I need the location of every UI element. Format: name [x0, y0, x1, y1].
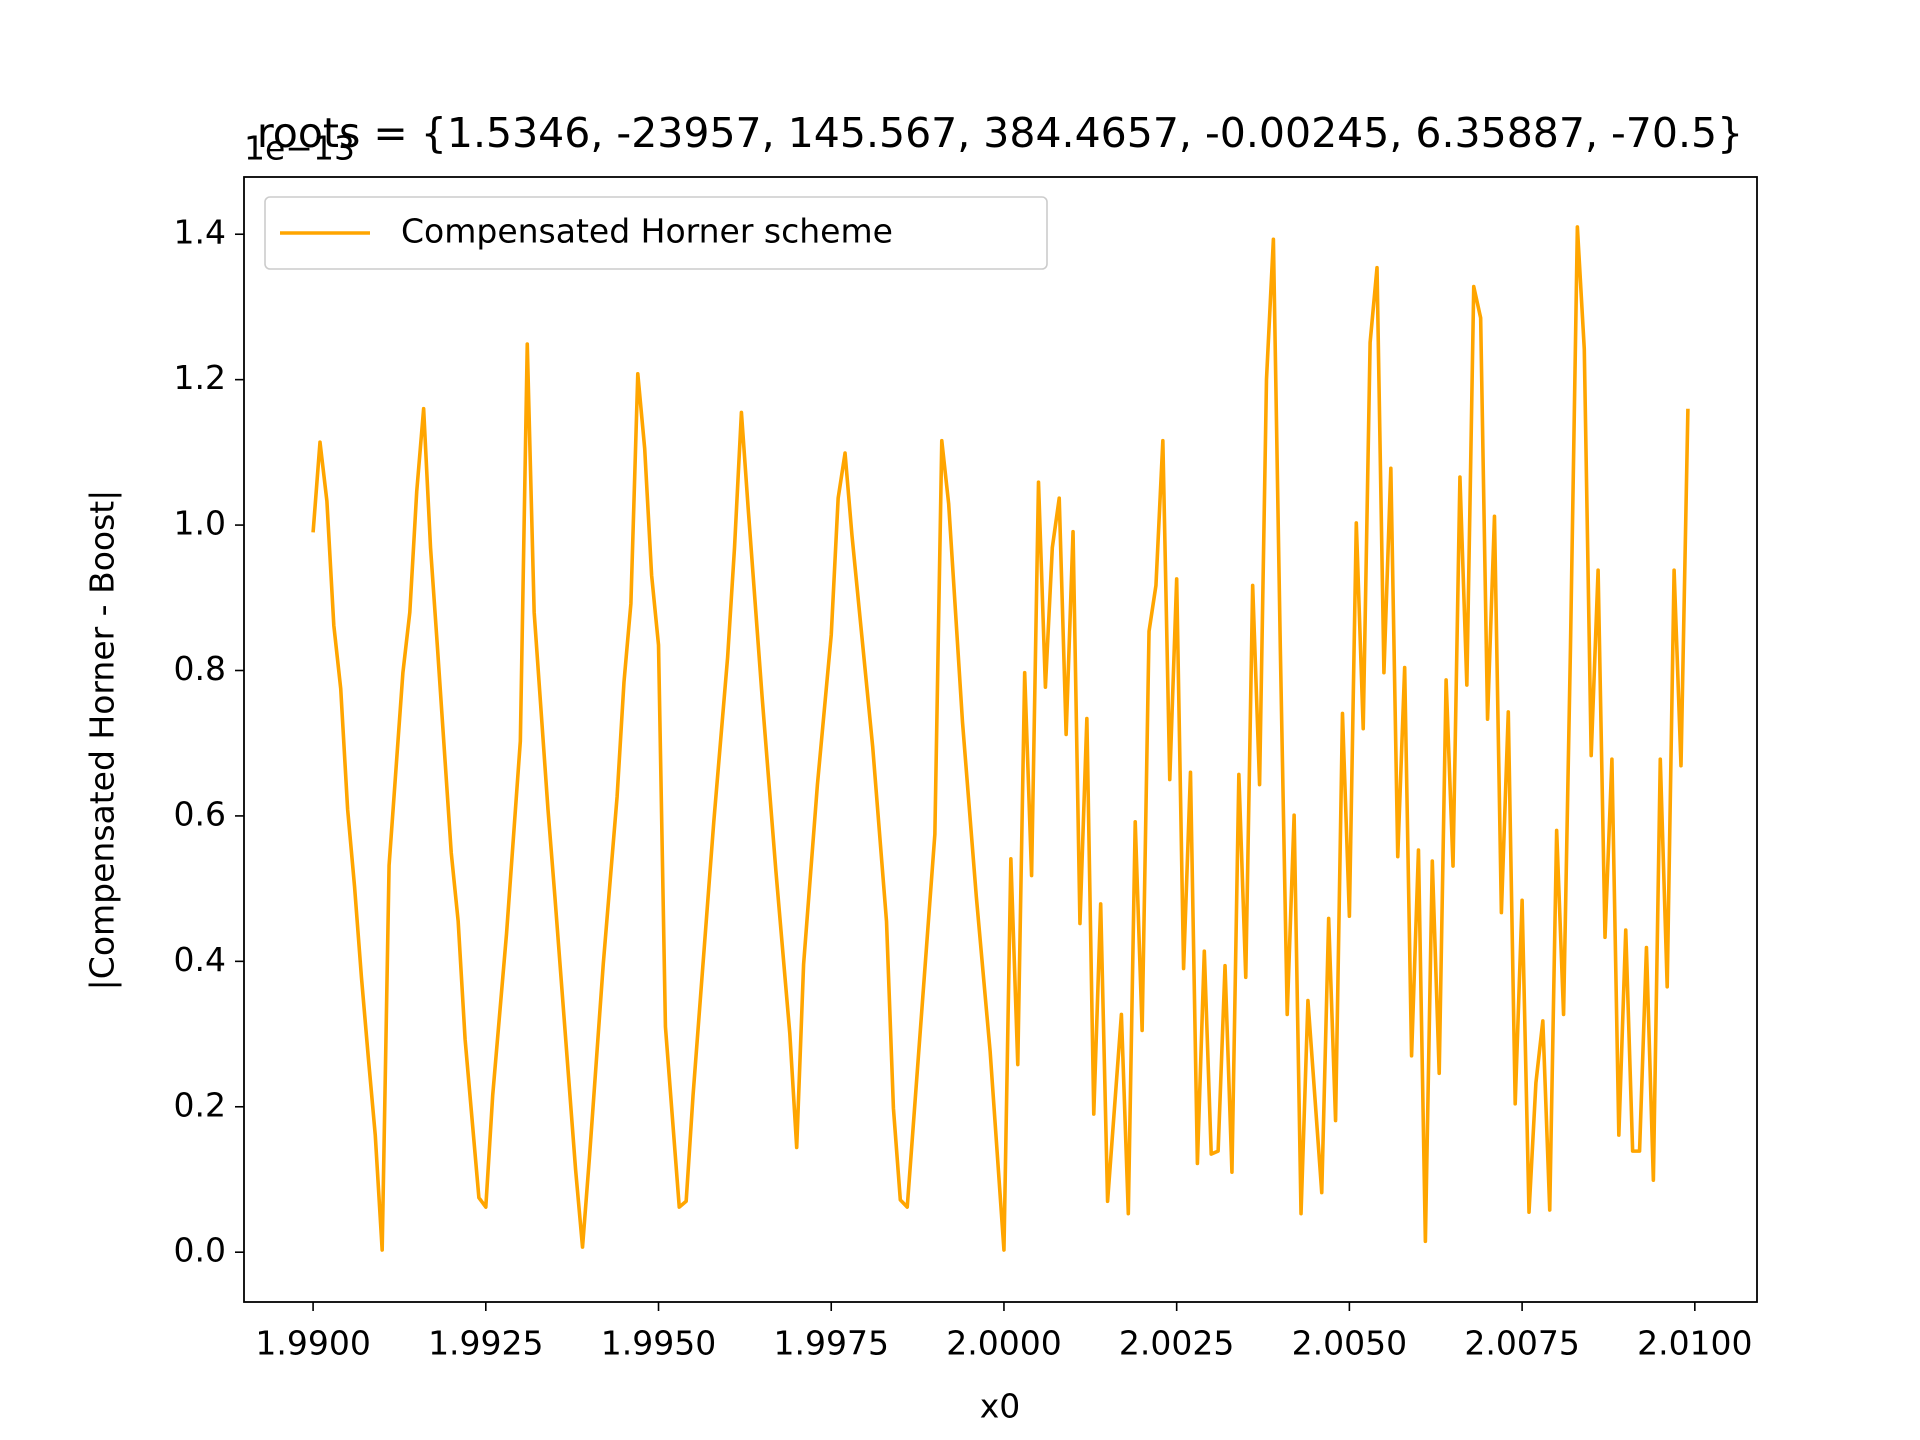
- x-axis-label: x0: [980, 1387, 1021, 1426]
- chart-title: roots = {1.5346, -23957, 145.567, 384.46…: [257, 109, 1743, 157]
- x-tick-label: 2.0100: [1637, 1324, 1752, 1363]
- y-tick-label: 0.6: [174, 794, 226, 833]
- y-tick-label: 1.4: [174, 213, 226, 252]
- y-tick-label: 1.2: [174, 358, 226, 397]
- y-tick-label: 0.0: [174, 1231, 226, 1270]
- x-tick-label: 2.0000: [946, 1324, 1061, 1363]
- y-offset-label: 1e−13: [244, 129, 355, 168]
- legend-box: [264, 196, 1048, 270]
- x-tick-label: 1.9925: [428, 1324, 543, 1363]
- y-tick-label: 1.0: [174, 504, 226, 543]
- x-tick-label: 1.9900: [255, 1324, 370, 1363]
- y-tick-label: 0.8: [174, 649, 226, 688]
- data-line: [311, 225, 1690, 1252]
- x-tick-label: 2.0025: [1119, 1324, 1234, 1363]
- axes-frame: [243, 176, 1758, 1303]
- x-tick-label: 2.0050: [1292, 1324, 1407, 1363]
- y-axis-label: |Compensated Horner - Boost|: [83, 490, 122, 991]
- x-tick-label: 2.0075: [1464, 1324, 1579, 1363]
- x-tick-label: 1.9950: [601, 1324, 716, 1363]
- y-tick-label: 0.4: [174, 940, 226, 979]
- legend-label: Compensated Horner scheme: [401, 212, 893, 251]
- x-tick-label: 1.9975: [774, 1324, 889, 1363]
- y-tick-label: 0.2: [174, 1085, 226, 1124]
